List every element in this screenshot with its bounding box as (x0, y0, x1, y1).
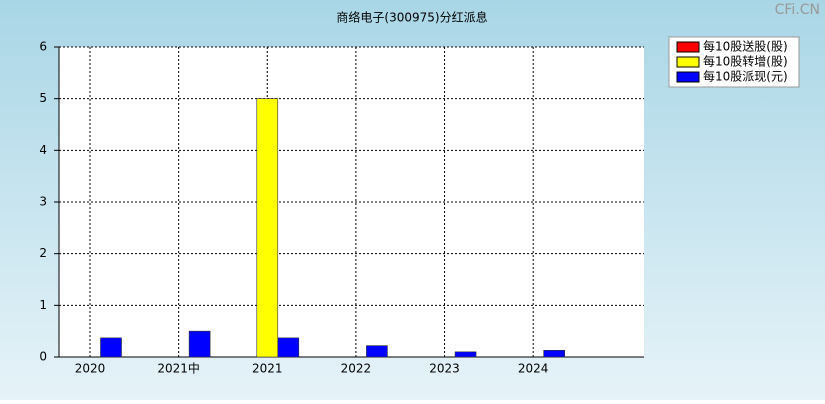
y-tick-label: 0 (39, 350, 47, 364)
x-tick-label: 2021中 (157, 361, 200, 376)
bar (454, 351, 477, 358)
bar (188, 330, 211, 358)
bar (256, 98, 279, 358)
watermark: CFi.CN (775, 2, 820, 18)
y-tick-label: 1 (39, 298, 47, 312)
bar (543, 349, 565, 358)
bar (366, 345, 388, 358)
bar (277, 337, 300, 358)
legend-swatch (676, 71, 700, 83)
legend-swatch (676, 41, 700, 53)
legend-label: 每10股转增(股) (703, 54, 788, 69)
legend-swatch (676, 56, 700, 68)
y-tick-label: 5 (39, 91, 47, 105)
x-tick-label: 2023 (429, 362, 460, 376)
bar (100, 337, 122, 358)
x-tick-label: 2020 (75, 362, 106, 376)
y-tick-label: 4 (39, 143, 47, 157)
y-tick-label: 2 (39, 246, 47, 260)
y-tick-label: 3 (39, 195, 47, 209)
legend-label: 每10股送股(股) (703, 39, 788, 54)
y-tick-label: 6 (39, 40, 47, 54)
legend-label: 每10股派现(元) (703, 69, 788, 84)
x-tick-label: 2022 (341, 362, 372, 376)
x-tick-label: 2021 (252, 362, 283, 376)
chart-title: 商络电子(300975)分红派息 (336, 10, 487, 25)
x-tick-label: 2024 (518, 362, 549, 376)
